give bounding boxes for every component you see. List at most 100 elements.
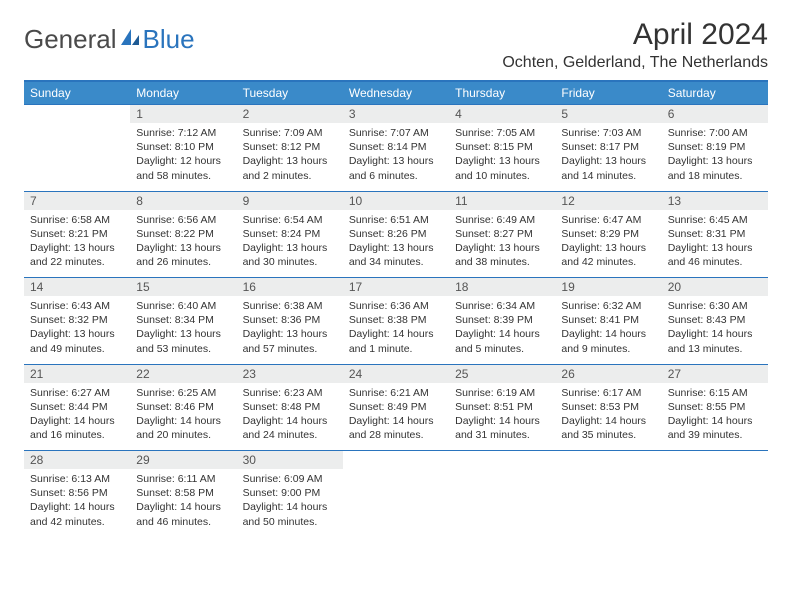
daylight-text: Daylight: 14 hours <box>243 500 337 514</box>
day-number <box>343 451 449 470</box>
daylight-text: and 14 minutes. <box>561 169 655 183</box>
daylight-text: Daylight: 14 hours <box>349 414 443 428</box>
day-number <box>662 451 768 470</box>
day-cell: Sunrise: 6:47 AMSunset: 8:29 PMDaylight:… <box>555 210 661 278</box>
daylight-text: Daylight: 13 hours <box>561 154 655 168</box>
daylight-text: Daylight: 13 hours <box>243 154 337 168</box>
day-number: 15 <box>130 278 236 297</box>
weekday-header: Thursday <box>449 81 555 105</box>
sunset-text: Sunset: 8:27 PM <box>455 227 549 241</box>
sunrise-text: Sunrise: 7:00 AM <box>668 126 762 140</box>
daylight-text: and 20 minutes. <box>136 428 230 442</box>
sunrise-text: Sunrise: 6:40 AM <box>136 299 230 313</box>
sunset-text: Sunset: 8:55 PM <box>668 400 762 414</box>
day-cell: Sunrise: 6:36 AMSunset: 8:38 PMDaylight:… <box>343 296 449 364</box>
brand-logo: General Blue <box>24 24 195 55</box>
daylight-text: and 57 minutes. <box>243 342 337 356</box>
daylight-text: and 38 minutes. <box>455 255 549 269</box>
day-number: 21 <box>24 364 130 383</box>
day-number <box>24 105 130 124</box>
brand-part1: General <box>24 24 117 55</box>
sunrise-text: Sunrise: 6:09 AM <box>243 472 337 486</box>
sunrise-text: Sunrise: 6:47 AM <box>561 213 655 227</box>
daylight-text: and 9 minutes. <box>561 342 655 356</box>
day-cell <box>555 469 661 537</box>
sunrise-text: Sunrise: 6:23 AM <box>243 386 337 400</box>
day-number: 6 <box>662 105 768 124</box>
sunrise-text: Sunrise: 6:30 AM <box>668 299 762 313</box>
daylight-text: and 26 minutes. <box>136 255 230 269</box>
sunrise-text: Sunrise: 6:17 AM <box>561 386 655 400</box>
weekday-header: Tuesday <box>237 81 343 105</box>
sunset-text: Sunset: 8:36 PM <box>243 313 337 327</box>
day-cell: Sunrise: 6:32 AMSunset: 8:41 PMDaylight:… <box>555 296 661 364</box>
sunrise-text: Sunrise: 6:15 AM <box>668 386 762 400</box>
sunrise-text: Sunrise: 6:51 AM <box>349 213 443 227</box>
sunrise-text: Sunrise: 6:38 AM <box>243 299 337 313</box>
sunrise-text: Sunrise: 6:34 AM <box>455 299 549 313</box>
daylight-text: Daylight: 13 hours <box>668 154 762 168</box>
day-cell: Sunrise: 6:38 AMSunset: 8:36 PMDaylight:… <box>237 296 343 364</box>
daylight-text: and 18 minutes. <box>668 169 762 183</box>
weekday-header: Wednesday <box>343 81 449 105</box>
day-number: 7 <box>24 191 130 210</box>
daylight-text: Daylight: 13 hours <box>455 241 549 255</box>
day-cell: Sunrise: 6:43 AMSunset: 8:32 PMDaylight:… <box>24 296 130 364</box>
day-number: 9 <box>237 191 343 210</box>
sunrise-text: Sunrise: 6:54 AM <box>243 213 337 227</box>
daylight-text: and 50 minutes. <box>243 515 337 529</box>
day-number-row: 282930 <box>24 451 768 470</box>
header: General Blue April 2024 Ochten, Gelderla… <box>24 18 768 72</box>
day-cell <box>449 469 555 537</box>
sunrise-text: Sunrise: 6:32 AM <box>561 299 655 313</box>
daylight-text: Daylight: 14 hours <box>136 500 230 514</box>
daylight-text: and 49 minutes. <box>30 342 124 356</box>
sunset-text: Sunset: 8:41 PM <box>561 313 655 327</box>
day-cell: Sunrise: 7:00 AMSunset: 8:19 PMDaylight:… <box>662 123 768 191</box>
sunrise-text: Sunrise: 6:56 AM <box>136 213 230 227</box>
day-cell <box>24 123 130 191</box>
day-cell: Sunrise: 6:17 AMSunset: 8:53 PMDaylight:… <box>555 383 661 451</box>
sunset-text: Sunset: 8:26 PM <box>349 227 443 241</box>
day-cell: Sunrise: 6:45 AMSunset: 8:31 PMDaylight:… <box>662 210 768 278</box>
daylight-text: and 13 minutes. <box>668 342 762 356</box>
day-number: 12 <box>555 191 661 210</box>
daylight-text: and 6 minutes. <box>349 169 443 183</box>
day-number: 3 <box>343 105 449 124</box>
daylight-text: Daylight: 13 hours <box>349 154 443 168</box>
sunset-text: Sunset: 8:15 PM <box>455 140 549 154</box>
day-cell: Sunrise: 7:07 AMSunset: 8:14 PMDaylight:… <box>343 123 449 191</box>
day-cell: Sunrise: 6:09 AMSunset: 9:00 PMDaylight:… <box>237 469 343 537</box>
sunset-text: Sunset: 8:24 PM <box>243 227 337 241</box>
day-number: 5 <box>555 105 661 124</box>
day-number: 4 <box>449 105 555 124</box>
daylight-text: and 16 minutes. <box>30 428 124 442</box>
weekday-header-row: Sunday Monday Tuesday Wednesday Thursday… <box>24 81 768 105</box>
daylight-text: Daylight: 14 hours <box>668 414 762 428</box>
sunset-text: Sunset: 8:39 PM <box>455 313 549 327</box>
day-number: 27 <box>662 364 768 383</box>
day-cell: Sunrise: 7:09 AMSunset: 8:12 PMDaylight:… <box>237 123 343 191</box>
day-number: 23 <box>237 364 343 383</box>
day-cell: Sunrise: 6:54 AMSunset: 8:24 PMDaylight:… <box>237 210 343 278</box>
sunset-text: Sunset: 8:58 PM <box>136 486 230 500</box>
day-number: 29 <box>130 451 236 470</box>
daylight-text: Daylight: 14 hours <box>30 414 124 428</box>
day-cell: Sunrise: 6:58 AMSunset: 8:21 PMDaylight:… <box>24 210 130 278</box>
daylight-text: and 24 minutes. <box>243 428 337 442</box>
day-cell: Sunrise: 6:11 AMSunset: 8:58 PMDaylight:… <box>130 469 236 537</box>
sunrise-text: Sunrise: 6:11 AM <box>136 472 230 486</box>
sunrise-text: Sunrise: 6:25 AM <box>136 386 230 400</box>
day-cell <box>662 469 768 537</box>
daylight-text: Daylight: 13 hours <box>243 241 337 255</box>
sunset-text: Sunset: 8:53 PM <box>561 400 655 414</box>
daylight-text: Daylight: 14 hours <box>455 327 549 341</box>
daylight-text: Daylight: 14 hours <box>455 414 549 428</box>
day-number: 13 <box>662 191 768 210</box>
brand-sail-icon <box>119 27 141 52</box>
day-cell: Sunrise: 6:21 AMSunset: 8:49 PMDaylight:… <box>343 383 449 451</box>
daylight-text: and 39 minutes. <box>668 428 762 442</box>
weekday-header: Friday <box>555 81 661 105</box>
sunset-text: Sunset: 8:51 PM <box>455 400 549 414</box>
day-cell: Sunrise: 6:40 AMSunset: 8:34 PMDaylight:… <box>130 296 236 364</box>
